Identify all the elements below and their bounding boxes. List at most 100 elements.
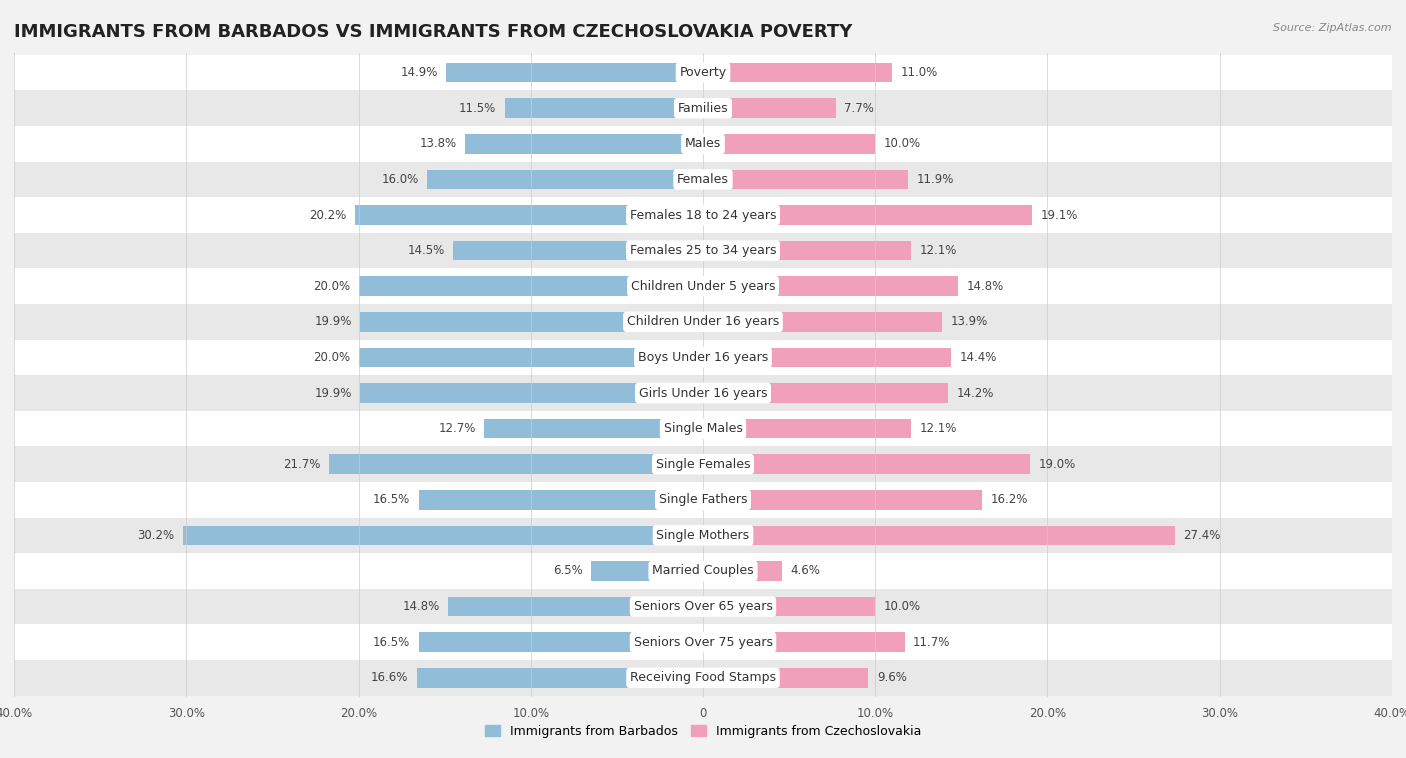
Bar: [360, 384, 703, 402]
Bar: [465, 134, 703, 154]
Bar: [703, 63, 893, 83]
Text: 9.6%: 9.6%: [877, 672, 907, 684]
Text: Females 25 to 34 years: Females 25 to 34 years: [630, 244, 776, 257]
Bar: [14, 482, 1392, 518]
Text: Boys Under 16 years: Boys Under 16 years: [638, 351, 768, 364]
Text: IMMIGRANTS FROM BARBADOS VS IMMIGRANTS FROM CZECHOSLOVAKIA POVERTY: IMMIGRANTS FROM BARBADOS VS IMMIGRANTS F…: [14, 23, 852, 41]
Bar: [14, 625, 1392, 660]
Bar: [703, 525, 1175, 545]
Text: 13.8%: 13.8%: [419, 137, 457, 150]
Bar: [14, 90, 1392, 126]
Bar: [703, 454, 1031, 474]
Bar: [453, 241, 703, 261]
Bar: [703, 205, 1032, 225]
Text: Single Mothers: Single Mothers: [657, 529, 749, 542]
Text: 11.5%: 11.5%: [460, 102, 496, 114]
Bar: [360, 312, 703, 331]
Bar: [14, 411, 1392, 446]
Text: 16.2%: 16.2%: [991, 493, 1028, 506]
Bar: [703, 348, 950, 367]
Bar: [14, 197, 1392, 233]
Text: 16.6%: 16.6%: [371, 672, 409, 684]
Text: 21.7%: 21.7%: [283, 458, 321, 471]
Bar: [419, 490, 703, 509]
Bar: [418, 668, 703, 688]
Bar: [703, 384, 948, 402]
Bar: [703, 241, 911, 261]
Text: 19.0%: 19.0%: [1039, 458, 1076, 471]
Text: 16.0%: 16.0%: [381, 173, 419, 186]
Text: 7.7%: 7.7%: [844, 102, 875, 114]
Text: 20.2%: 20.2%: [309, 208, 346, 221]
Bar: [14, 268, 1392, 304]
Text: 13.9%: 13.9%: [950, 315, 988, 328]
Bar: [703, 277, 957, 296]
Text: 30.2%: 30.2%: [138, 529, 174, 542]
Text: 14.4%: 14.4%: [960, 351, 997, 364]
Text: Poverty: Poverty: [679, 66, 727, 79]
Bar: [703, 668, 869, 688]
Text: Single Females: Single Females: [655, 458, 751, 471]
Text: 14.2%: 14.2%: [956, 387, 994, 399]
Bar: [419, 632, 703, 652]
Text: 20.0%: 20.0%: [312, 351, 350, 364]
Bar: [14, 126, 1392, 161]
Bar: [703, 561, 782, 581]
Text: Females 18 to 24 years: Females 18 to 24 years: [630, 208, 776, 221]
Bar: [703, 597, 875, 616]
Bar: [14, 55, 1392, 90]
Bar: [591, 561, 703, 581]
Text: 16.5%: 16.5%: [373, 493, 411, 506]
Text: 19.1%: 19.1%: [1040, 208, 1078, 221]
Text: Families: Families: [678, 102, 728, 114]
Text: Source: ZipAtlas.com: Source: ZipAtlas.com: [1274, 23, 1392, 33]
Bar: [703, 632, 904, 652]
Text: 11.0%: 11.0%: [901, 66, 938, 79]
Bar: [14, 375, 1392, 411]
Text: 12.1%: 12.1%: [920, 422, 957, 435]
Bar: [14, 340, 1392, 375]
Bar: [703, 312, 942, 331]
Bar: [356, 205, 703, 225]
Text: 11.9%: 11.9%: [917, 173, 953, 186]
Text: Children Under 16 years: Children Under 16 years: [627, 315, 779, 328]
Bar: [14, 553, 1392, 589]
Bar: [329, 454, 703, 474]
Text: 14.9%: 14.9%: [401, 66, 437, 79]
Text: 16.5%: 16.5%: [373, 636, 411, 649]
Text: 27.4%: 27.4%: [1184, 529, 1220, 542]
Bar: [359, 348, 703, 367]
Bar: [446, 63, 703, 83]
Bar: [703, 419, 911, 438]
Text: Seniors Over 75 years: Seniors Over 75 years: [634, 636, 772, 649]
Bar: [14, 446, 1392, 482]
Bar: [703, 99, 835, 118]
Text: Single Fathers: Single Fathers: [659, 493, 747, 506]
Text: 11.7%: 11.7%: [912, 636, 950, 649]
Bar: [14, 589, 1392, 625]
Bar: [484, 419, 703, 438]
Text: Children Under 5 years: Children Under 5 years: [631, 280, 775, 293]
Bar: [703, 490, 981, 509]
Text: 14.5%: 14.5%: [408, 244, 444, 257]
Text: 12.7%: 12.7%: [439, 422, 475, 435]
Text: 19.9%: 19.9%: [315, 315, 352, 328]
Text: Females: Females: [678, 173, 728, 186]
Text: 14.8%: 14.8%: [402, 600, 440, 613]
Text: Married Couples: Married Couples: [652, 565, 754, 578]
Text: 14.8%: 14.8%: [966, 280, 1004, 293]
Text: 4.6%: 4.6%: [790, 565, 821, 578]
Bar: [14, 161, 1392, 197]
Bar: [703, 134, 875, 154]
Text: Girls Under 16 years: Girls Under 16 years: [638, 387, 768, 399]
Text: 19.9%: 19.9%: [315, 387, 352, 399]
Bar: [505, 99, 703, 118]
Text: Seniors Over 65 years: Seniors Over 65 years: [634, 600, 772, 613]
Bar: [359, 277, 703, 296]
Text: 6.5%: 6.5%: [553, 565, 582, 578]
Bar: [14, 304, 1392, 340]
Text: 10.0%: 10.0%: [884, 600, 921, 613]
Text: Males: Males: [685, 137, 721, 150]
Text: 20.0%: 20.0%: [312, 280, 350, 293]
Text: 10.0%: 10.0%: [884, 137, 921, 150]
